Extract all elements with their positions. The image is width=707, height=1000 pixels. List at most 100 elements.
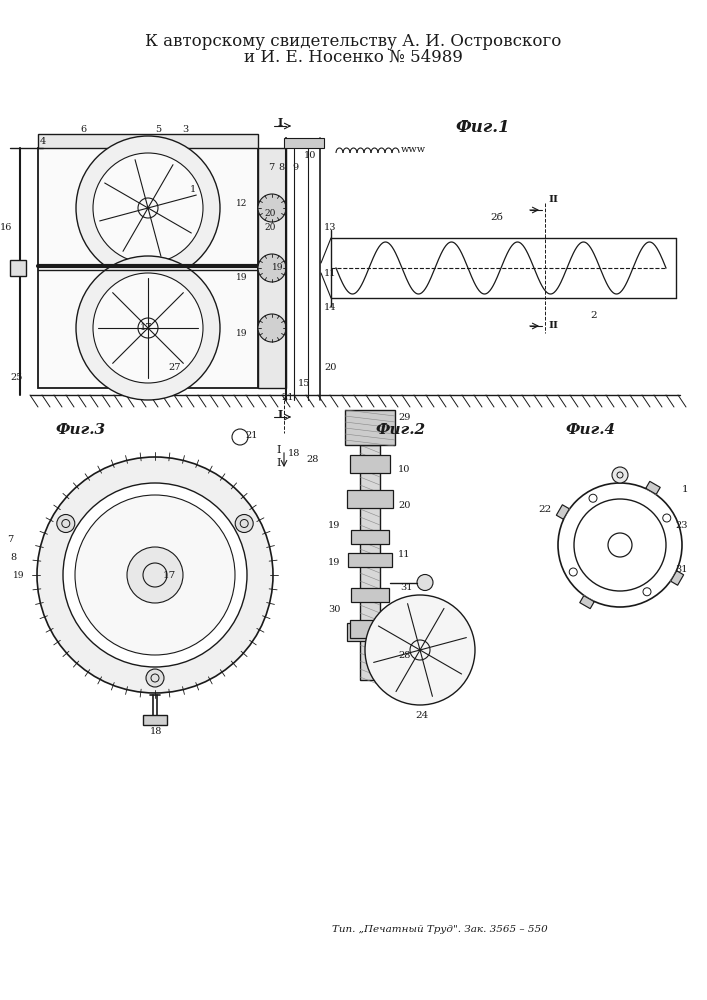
Text: 19: 19 xyxy=(328,558,340,567)
Text: и И. Е. Носенко № 54989: и И. Е. Носенко № 54989 xyxy=(244,48,462,66)
Text: 2: 2 xyxy=(590,312,597,320)
Text: К авторскому свидетельству А. И. Островского: К авторскому свидетельству А. И. Островс… xyxy=(145,33,561,50)
Polygon shape xyxy=(556,505,569,519)
Text: I: I xyxy=(276,458,281,468)
Text: www: www xyxy=(401,144,426,153)
Text: 1: 1 xyxy=(190,186,197,194)
Text: 19: 19 xyxy=(328,520,340,530)
Text: 18: 18 xyxy=(150,726,163,736)
Text: 20: 20 xyxy=(398,500,410,510)
Bar xyxy=(351,587,389,601)
Circle shape xyxy=(93,273,203,383)
Text: 5: 5 xyxy=(155,125,161,134)
Text: 17: 17 xyxy=(163,570,176,580)
Circle shape xyxy=(93,153,203,263)
Text: 4: 4 xyxy=(40,136,46,145)
Text: 29: 29 xyxy=(398,412,410,422)
Polygon shape xyxy=(645,481,660,494)
Text: 7: 7 xyxy=(268,163,274,172)
Text: 28: 28 xyxy=(398,650,410,660)
Text: 20: 20 xyxy=(264,224,275,232)
Text: 18: 18 xyxy=(288,448,300,458)
Text: 21: 21 xyxy=(245,430,257,440)
Text: 15: 15 xyxy=(298,378,310,387)
Text: 10: 10 xyxy=(304,151,316,160)
Text: 19: 19 xyxy=(236,328,247,338)
Circle shape xyxy=(662,514,671,522)
Text: 6: 6 xyxy=(80,125,86,134)
Text: 19: 19 xyxy=(236,273,247,282)
Text: Фиг.4: Фиг.4 xyxy=(565,423,615,437)
Text: II: II xyxy=(548,322,558,330)
Text: I: I xyxy=(276,445,281,455)
Circle shape xyxy=(75,495,235,655)
Bar xyxy=(284,138,324,148)
Text: Фиг.1: Фиг.1 xyxy=(455,119,510,136)
Text: 31: 31 xyxy=(400,583,412,592)
Circle shape xyxy=(569,568,577,576)
Bar xyxy=(360,445,380,680)
Text: 8: 8 xyxy=(10,552,16,562)
Text: 21: 21 xyxy=(281,393,293,402)
Text: I: I xyxy=(278,410,284,420)
Text: II: II xyxy=(548,196,558,205)
Text: 28: 28 xyxy=(306,456,318,464)
Bar xyxy=(143,715,167,725)
Text: I: I xyxy=(278,117,284,128)
Bar xyxy=(347,490,393,508)
Text: 17: 17 xyxy=(140,324,153,332)
Polygon shape xyxy=(671,571,684,585)
Circle shape xyxy=(57,514,75,532)
Text: 7: 7 xyxy=(7,536,13,544)
Text: 24: 24 xyxy=(415,710,428,720)
Circle shape xyxy=(417,574,433,590)
Text: 3: 3 xyxy=(182,125,188,134)
Text: 19: 19 xyxy=(272,263,284,272)
Bar xyxy=(38,148,258,388)
Text: 10: 10 xyxy=(398,466,410,475)
Text: 30: 30 xyxy=(328,605,340,614)
Bar xyxy=(345,410,395,445)
Text: 20: 20 xyxy=(324,363,337,372)
Text: 23: 23 xyxy=(675,520,687,530)
Text: 27: 27 xyxy=(168,363,180,372)
Bar xyxy=(348,552,392,566)
Circle shape xyxy=(258,314,286,342)
Circle shape xyxy=(258,194,286,222)
Text: 2б: 2б xyxy=(490,214,503,223)
Text: 8: 8 xyxy=(278,163,284,172)
Bar xyxy=(38,134,258,148)
Text: Фиг.2: Фиг.2 xyxy=(375,423,425,437)
Circle shape xyxy=(37,457,273,693)
Text: 25: 25 xyxy=(10,373,23,382)
Text: 11: 11 xyxy=(398,550,411,559)
Text: 20: 20 xyxy=(264,209,275,218)
Circle shape xyxy=(127,547,183,603)
Text: 14: 14 xyxy=(324,304,337,312)
Circle shape xyxy=(589,494,597,502)
Text: 13: 13 xyxy=(324,224,337,232)
Text: 19: 19 xyxy=(13,570,25,580)
Bar xyxy=(10,260,26,276)
Text: Фиг.3: Фиг.3 xyxy=(55,423,105,437)
Circle shape xyxy=(643,588,651,596)
Text: 9: 9 xyxy=(292,163,298,172)
Bar xyxy=(258,148,286,388)
Bar xyxy=(347,622,393,641)
Circle shape xyxy=(365,595,475,705)
Text: Тип. „Печатный Труд". Зак. 3565 – 550: Тип. „Печатный Труд". Зак. 3565 – 550 xyxy=(332,926,548,934)
Polygon shape xyxy=(580,596,594,609)
Text: 31: 31 xyxy=(675,566,687,574)
Bar xyxy=(350,620,390,638)
Text: 11: 11 xyxy=(324,268,337,277)
Text: 1: 1 xyxy=(682,486,689,494)
Bar xyxy=(351,530,389,544)
Text: 12: 12 xyxy=(236,198,247,208)
Bar xyxy=(350,455,390,473)
Text: 16: 16 xyxy=(0,224,13,232)
Circle shape xyxy=(76,256,220,400)
Text: 22: 22 xyxy=(538,506,551,514)
Circle shape xyxy=(612,467,628,483)
Circle shape xyxy=(258,254,286,282)
Circle shape xyxy=(146,669,164,687)
